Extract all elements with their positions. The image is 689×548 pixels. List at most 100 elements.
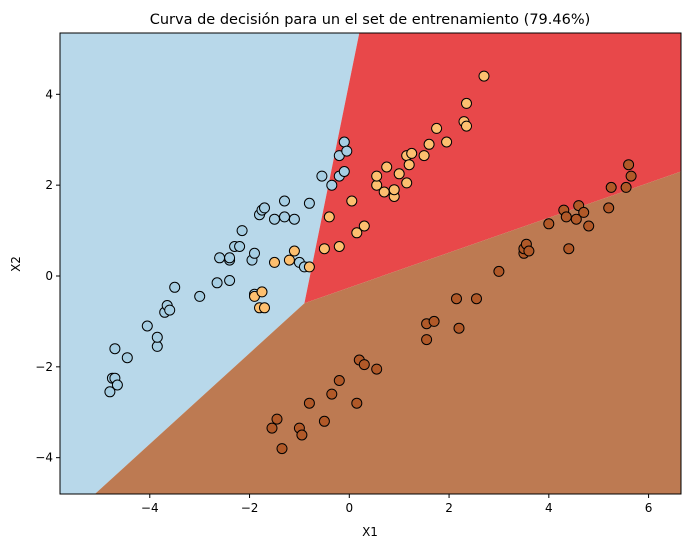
point-class-0 [259, 202, 270, 214]
point-class-0 [151, 331, 163, 343]
chart-title: Curva de decisión para un el set de entr… [150, 12, 591, 28]
point-class-2 [570, 213, 582, 225]
point-class-2 [333, 375, 345, 386]
y-tick-label: −2 [35, 360, 53, 374]
point-class-2 [318, 415, 330, 427]
point-class-1 [423, 138, 435, 150]
point-class-1 [403, 159, 415, 171]
point-class-0 [234, 241, 246, 252]
point-class-1 [418, 150, 430, 162]
point-class-1 [318, 243, 330, 255]
point-class-1 [351, 227, 363, 239]
point-class-0 [169, 281, 181, 293]
point-class-0 [316, 170, 328, 182]
x-tick-label: 2 [445, 501, 453, 515]
point-class-0 [111, 379, 123, 391]
point-class-1 [333, 241, 345, 252]
point-class-2 [351, 397, 363, 409]
point-class-0 [269, 213, 280, 225]
point-class-0 [121, 352, 133, 364]
point-class-2 [583, 220, 595, 232]
point-class-0 [151, 340, 163, 352]
point-class-2 [620, 181, 632, 193]
point-class-0 [326, 179, 338, 191]
point-class-1 [478, 70, 490, 82]
point-class-1 [259, 302, 270, 314]
point-class-1 [406, 147, 418, 159]
point-class-1 [358, 220, 370, 232]
y-tick-label: 2 [45, 178, 53, 192]
point-class-2 [421, 334, 433, 346]
point-class-1 [288, 245, 300, 257]
point-class-2 [428, 315, 440, 327]
point-class-2 [453, 322, 465, 334]
point-class-1 [441, 136, 453, 148]
point-class-2 [493, 265, 505, 277]
point-class-0 [194, 290, 206, 302]
point-class-1 [283, 254, 295, 266]
x-tick-label: 4 [545, 501, 553, 515]
point-class-1 [371, 170, 383, 182]
point-class-0 [341, 145, 353, 157]
x-tick-label: −2 [241, 501, 259, 515]
point-class-1 [346, 195, 358, 207]
point-class-2 [371, 363, 383, 375]
point-class-0 [224, 275, 236, 286]
point-class-1 [303, 261, 315, 273]
y-tick-label: 0 [45, 269, 53, 283]
point-class-1 [381, 161, 393, 173]
y-axis-label: X2 [9, 256, 23, 272]
decision-regions [60, 33, 681, 494]
point-class-1 [378, 186, 390, 198]
y-tick-label: 4 [45, 87, 53, 101]
point-class-0 [211, 277, 223, 289]
point-class-0 [279, 195, 290, 207]
x-tick-label: 0 [345, 501, 353, 515]
point-class-2 [266, 422, 278, 434]
x-axis-label: X1 [362, 525, 378, 539]
point-class-2 [271, 413, 283, 425]
point-class-0 [236, 225, 248, 237]
region-red [304, 33, 681, 304]
point-class-0 [109, 343, 121, 355]
point-class-2 [563, 243, 575, 255]
point-class-2 [560, 211, 572, 223]
point-class-1 [256, 286, 268, 298]
point-class-0 [338, 136, 350, 148]
point-class-0 [338, 166, 350, 177]
point-class-2 [303, 397, 315, 409]
point-class-2 [625, 170, 637, 182]
point-class-1 [269, 256, 280, 268]
point-class-1 [461, 120, 472, 132]
point-class-0 [288, 213, 300, 225]
point-class-2 [471, 293, 482, 305]
point-class-1 [401, 177, 413, 189]
point-class-0 [214, 252, 226, 264]
y-axis-ticks: −4 −2 0 2 4 [35, 87, 60, 465]
point-class-2 [543, 218, 555, 230]
data-points [104, 70, 637, 455]
point-class-1 [388, 184, 400, 196]
point-class-2 [451, 293, 462, 305]
point-class-1 [431, 122, 443, 134]
point-class-0 [104, 386, 116, 398]
point-class-0 [164, 304, 176, 316]
point-class-0 [141, 320, 153, 332]
point-class-0 [303, 197, 315, 209]
x-axis-ticks: −4 −2 0 2 4 6 [141, 494, 652, 515]
point-class-0 [249, 247, 260, 259]
point-class-2 [523, 245, 535, 257]
y-tick-label: −4 [35, 451, 53, 465]
point-class-2 [358, 359, 370, 371]
point-class-2 [296, 429, 308, 441]
point-class-0 [279, 211, 290, 223]
plot-frame [59, 32, 682, 495]
point-class-2 [623, 159, 635, 171]
point-class-2 [578, 206, 590, 218]
point-class-2 [326, 388, 338, 400]
x-tick-label: −4 [141, 501, 159, 515]
region-light-blue [60, 33, 360, 494]
point-class-2 [605, 181, 617, 193]
point-class-0 [224, 252, 236, 264]
